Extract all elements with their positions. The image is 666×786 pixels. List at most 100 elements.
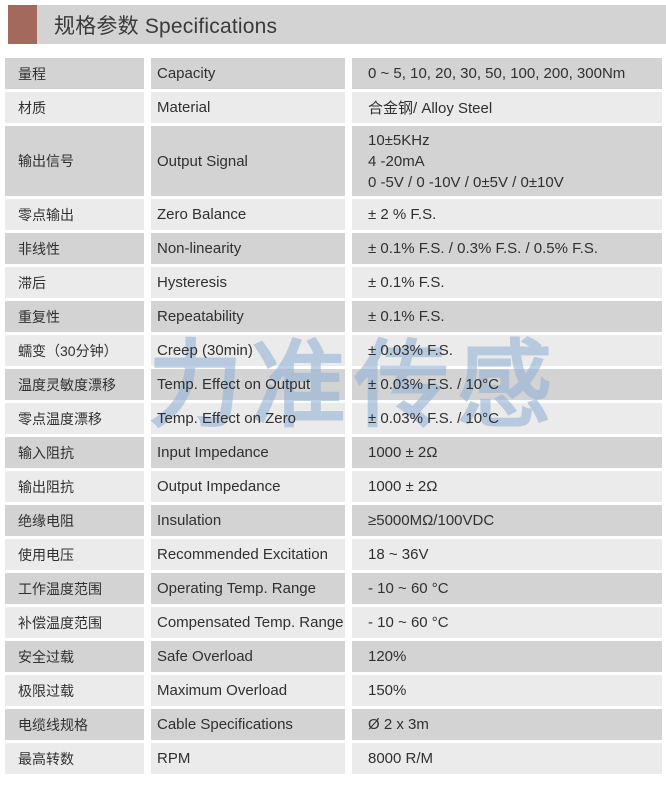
row-label-cn: 输入阻抗 — [18, 444, 74, 461]
row-value: 10±5KHz 4 -20mA 0 -5V / 0 -10V / 0±5V / 0±… — [352, 126, 662, 196]
row-background — [5, 437, 662, 468]
row-background — [5, 369, 662, 400]
table-row: 输出阻抗 Output Impedance 1000 ± 2Ω — [5, 471, 662, 502]
row-label-cn: 零点输出 — [18, 206, 74, 223]
row-label-en: Capacity — [157, 65, 216, 82]
row-label-en: Repeatability — [157, 308, 244, 325]
table-row: 极限过载 Maximum Overload 150% — [5, 675, 662, 706]
row-label-cn: 补偿温度范围 — [18, 614, 102, 631]
row-label-en: Output Signal — [157, 152, 248, 170]
table-row: 非线性 Non-linearity ± 0.1% F.S. / 0.3% F.S. … — [5, 233, 662, 264]
row-label-cn: 绝缘电阻 — [18, 512, 74, 529]
row-value: 1000 ± 2Ω — [368, 478, 438, 495]
row-background — [5, 743, 662, 774]
table-row: 蠕变（30分钟） Creep (30min) ± 0.03% F.S. — [5, 335, 662, 366]
header-bar: 规格参数 Specifications — [37, 5, 666, 44]
table-row: 电缆线规格 Cable Specifications Ø 2 x 3m — [5, 709, 662, 740]
row-value: ± 0.03% F.S. — [368, 342, 453, 359]
table-row: 绝缘电阻 Insulation ≥5000MΩ/100VDC — [5, 505, 662, 536]
table-row: 安全过载 Safe Overload 120% — [5, 641, 662, 672]
row-label-en: Temp. Effect on Output — [157, 376, 311, 393]
row-value: 120% — [368, 648, 407, 665]
row-label-cn: 输出信号 — [18, 153, 74, 169]
row-label-en: Input Impedance — [157, 444, 269, 461]
table-row: 零点输出 Zero Balance ± 2 % F.S. — [5, 199, 662, 230]
row-label-cn: 工作温度范围 — [18, 580, 102, 597]
row-background — [5, 607, 662, 638]
row-value: ± 0.03% F.S. / 10°C — [368, 410, 499, 427]
row-label-en: Creep (30min) — [157, 342, 253, 359]
table-row: 温度灵敏度漂移 Temp. Effect on Output ± 0.03% F.S… — [5, 369, 662, 400]
row-label-en: Compensated Temp. Range — [157, 614, 344, 631]
row-label-cn: 量程 — [18, 65, 46, 82]
row-value: ± 0.1% F.S. — [368, 274, 445, 291]
row-label-en: Maximum Overload — [157, 682, 288, 699]
row-background — [5, 92, 662, 123]
table-row: 重复性 Repeatability ± 0.1% F.S. — [5, 301, 662, 332]
spec-table: 量程 Capacity 0 ~ 5, 10, 20, 30, 50, 100, 20… — [5, 58, 662, 774]
row-value-line: 0 -5V / 0 -10V / 0±5V / 0±10V — [368, 173, 564, 191]
row-background — [5, 709, 662, 740]
table-row: 输入阻抗 Input Impedance 1000 ± 2Ω — [5, 437, 662, 468]
row-value: 8000 R/M — [368, 750, 434, 767]
row-background — [5, 126, 662, 196]
table-row: 使用电压 Recommended Excitation 18 ~ 36V — [5, 539, 662, 570]
row-label-cn: 最高转数 — [18, 750, 74, 767]
row-label-cn: 蠕变（30分钟） — [18, 342, 118, 359]
row-label-cn: 安全过载 — [18, 648, 74, 665]
table-row: 最高转数 RPM 8000 R/M — [5, 743, 662, 774]
row-background — [5, 267, 662, 298]
row-label-en: Zero Balance — [157, 206, 247, 223]
row-background — [5, 335, 662, 366]
table-row: 零点温度漂移 Temp. Effect on Zero ± 0.03% F.S. /… — [5, 403, 662, 434]
row-background — [5, 58, 662, 89]
row-background — [5, 403, 662, 434]
row-label-en: Hysteresis — [157, 274, 228, 291]
row-value: ± 0.03% F.S. / 10°C — [368, 376, 499, 393]
row-label-en: Material — [157, 99, 211, 116]
row-label-en: RPM — [157, 750, 191, 767]
row-background — [5, 301, 662, 332]
row-label-cn: 材质 — [18, 99, 46, 116]
row-label-cn: 非线性 — [18, 240, 60, 257]
row-label-en: Non-linearity — [157, 240, 242, 257]
row-value: ≥5000MΩ/100VDC — [368, 512, 495, 529]
table-row: 材质 Material 合金钢/ Alloy Steel — [5, 92, 662, 123]
row-label-cn: 电缆线规格 — [18, 716, 88, 733]
row-label-cn: 重复性 — [18, 308, 60, 325]
row-value: Ø 2 x 3m — [368, 716, 429, 733]
row-label-en: Operating Temp. Range — [157, 580, 316, 597]
row-value: 1000 ± 2Ω — [368, 444, 438, 461]
row-value: 0 ~ 5, 10, 20, 30, 50, 100, 200, 300Nm — [368, 65, 626, 82]
row-value: ± 2 % F.S. — [368, 206, 437, 223]
row-value: ± 0.1% F.S. — [368, 308, 445, 325]
page-title: 规格参数 Specifications — [54, 14, 278, 38]
row-label-en: Temp. Effect on Zero — [157, 410, 296, 427]
row-background — [5, 641, 662, 672]
row-background — [5, 199, 662, 230]
row-label-cn: 输出阻抗 — [18, 478, 74, 495]
table-row: 量程 Capacity 0 ~ 5, 10, 20, 30, 50, 100, 20… — [5, 58, 662, 89]
row-label-en: Cable Specifications — [157, 716, 293, 733]
row-value: 150% — [368, 682, 407, 699]
row-value: - 10 ~ 60 °C — [368, 580, 449, 597]
row-label-cn: 使用电压 — [18, 546, 74, 563]
row-label-en: Recommended Excitation — [157, 546, 328, 563]
row-label-en: Output Impedance — [157, 478, 281, 495]
table-row: 滞后 Hysteresis ± 0.1% F.S. — [5, 267, 662, 298]
row-value: ± 0.1% F.S. / 0.3% F.S. / 0.5% F.S. — [368, 240, 598, 257]
row-label-cn: 零点温度漂移 — [18, 410, 102, 427]
row-value: 18 ~ 36V — [368, 546, 429, 563]
row-value-line: 4 -20mA — [368, 152, 425, 170]
table-row: 工作温度范围 Operating Temp. Range - 10 ~ 60 °C — [5, 573, 662, 604]
row-background — [5, 471, 662, 502]
row-label-en: Insulation — [157, 512, 222, 529]
row-value: 合金钢/ Alloy Steel — [368, 100, 493, 117]
row-label-cn: 滞后 — [18, 274, 46, 291]
accent-square — [8, 5, 37, 44]
row-label-cn: 温度灵敏度漂移 — [18, 376, 116, 393]
row-background — [5, 675, 662, 706]
row-label-en: Safe Overload — [157, 648, 253, 665]
row-background — [5, 505, 662, 536]
row-background — [5, 233, 662, 264]
